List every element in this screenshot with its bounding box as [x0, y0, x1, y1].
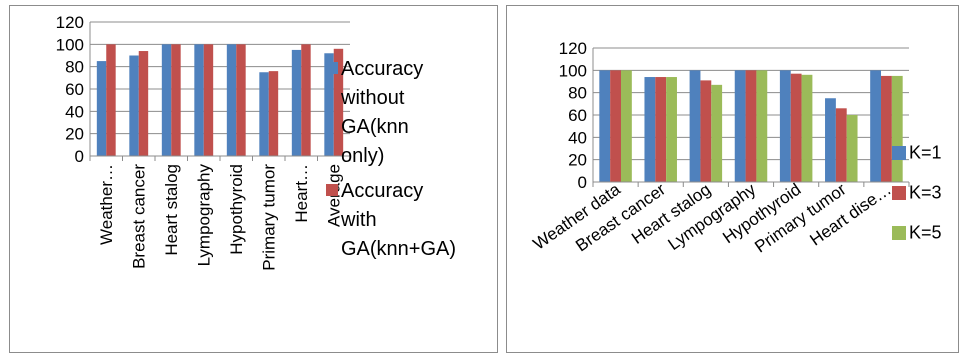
legend-label: GA(knn [341, 116, 409, 138]
bar-1-s2-c4 [801, 74, 813, 182]
bar-1-s2-c0 [620, 70, 632, 182]
x-tick-label: Hypothyroid [227, 164, 246, 255]
y-tick-label: 40 [568, 128, 587, 147]
x-tick-label: Breast cancer [130, 164, 149, 269]
x-tick-label: Heart stalog [162, 164, 181, 256]
x-tick-label: Lympography [195, 164, 214, 267]
bar-0-s0-c6 [291, 49, 302, 156]
x-tick-label: Primary tumor [260, 164, 279, 271]
bar-1-s2-c5 [846, 115, 858, 182]
y-tick-label: 80 [568, 84, 587, 103]
legend-label: GA(knn+GA) [341, 238, 456, 260]
y-tick-label: 120 [56, 13, 84, 32]
bar-0-s0-c0 [96, 61, 107, 157]
bar-1-s0-c3 [734, 70, 746, 182]
bar-0-s1-c6 [301, 44, 311, 157]
y-tick-label: 20 [65, 125, 84, 144]
y-tick-label: 100 [559, 61, 587, 80]
bar-0-s1-c0 [106, 44, 116, 157]
legend-label: only) [341, 145, 384, 167]
y-tick-label: 40 [65, 102, 84, 121]
bar-1-s1-c5 [835, 108, 847, 182]
legend-swatch [892, 146, 906, 160]
bar-0-s0-c5 [259, 72, 269, 156]
y-tick-label: 20 [568, 151, 587, 170]
bar-0-s0-c2 [161, 44, 172, 157]
chart-panel-k-values: 0 20 40 60 80 100 120 Weather data Breast cancer… [506, 5, 959, 353]
bar-1-s2-c6 [891, 75, 903, 182]
y-tick-label: 60 [65, 80, 84, 99]
x-tick-label: Heart… [292, 164, 311, 223]
chart-panel-accuracy: 0 20 40 60 80 100 120 Weather… Breast cancer Hear… [9, 5, 498, 353]
y-tick-label: 100 [56, 35, 84, 54]
x-tick-label: Weather… [97, 164, 116, 245]
legend-swatch [326, 184, 338, 196]
bar-1-s2-c1 [666, 77, 677, 182]
bar-0-s1-c5 [268, 71, 279, 156]
bar-0-s1-c3 [203, 44, 214, 157]
bar-1-s1-c0 [610, 70, 621, 182]
bar-1-s2-c3 [756, 70, 768, 182]
bar-1-s0-c6 [870, 70, 882, 182]
bar-1-s1-c2 [700, 80, 712, 182]
y-tick-label: 0 [75, 147, 84, 166]
legend-label: with [340, 209, 377, 231]
legend-label: without [340, 87, 405, 109]
bar-0-s1-c2 [171, 44, 181, 157]
legend-label: K=1 [909, 142, 942, 162]
bar-1-s2-c2 [711, 84, 723, 182]
legend-label: K=3 [909, 182, 942, 202]
bar-0-s1-c4 [236, 44, 246, 157]
bar-0-s0-c1 [129, 55, 139, 156]
legend-swatch [326, 62, 338, 74]
bar-1-s0-c0 [599, 70, 611, 182]
y-tick-label: 0 [578, 173, 587, 192]
bar-1-s1-c3 [745, 70, 757, 182]
y-tick-label: 60 [568, 106, 587, 125]
bar-0-s0-c4 [226, 44, 237, 157]
y-tick-label: 80 [65, 58, 84, 77]
bar-0-s0-c7 [324, 53, 334, 157]
bar-1-s0-c1 [644, 77, 656, 182]
legend-label: Accuracy [341, 58, 423, 80]
accuracy-chart-svg: 0 20 40 60 80 100 120 Weather… Breast cancer Hear… [56, 13, 456, 271]
legend-label: Accuracy [341, 180, 423, 202]
bar-0-s1-c7 [333, 48, 344, 156]
y-tick-label: 120 [559, 39, 587, 58]
bar-0-s0-c3 [194, 44, 204, 157]
legend-label: K=5 [909, 222, 942, 242]
bar-1-s1-c1 [655, 77, 667, 182]
bar-1-s1-c6 [881, 75, 892, 182]
bar-1-s0-c4 [779, 70, 791, 182]
legend-swatch [892, 186, 906, 200]
bar-1-s0-c5 [825, 98, 836, 182]
bar-0-s1-c1 [138, 51, 149, 156]
bar-1-s0-c2 [689, 70, 701, 182]
bar-1-s1-c4 [790, 73, 802, 182]
legend-swatch [892, 226, 906, 240]
